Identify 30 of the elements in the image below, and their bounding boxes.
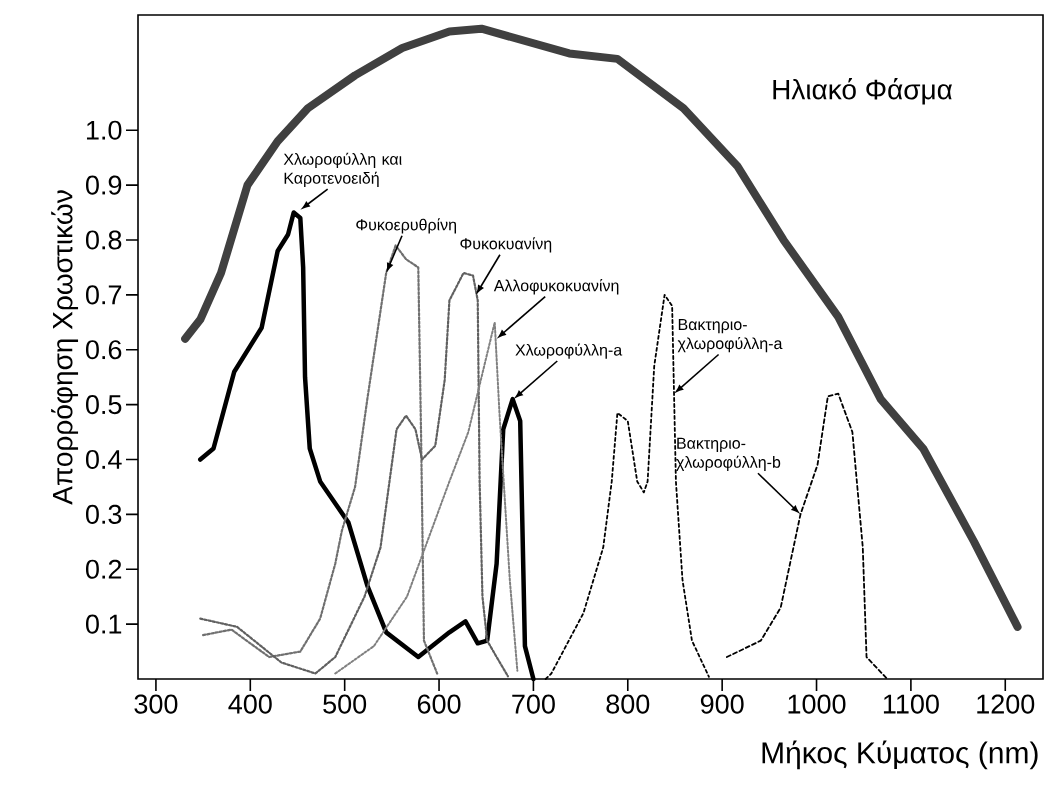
x-tick-label: 300 bbox=[134, 694, 178, 714]
x-tick-label: 900 bbox=[700, 694, 744, 714]
x-tick-label: 1200 bbox=[977, 694, 1035, 714]
annotation: Φυκοερυθρίνη bbox=[356, 218, 456, 234]
annotation: Αλλοφυκοκυανίνη bbox=[493, 279, 619, 295]
y-tick-label: 0.8 bbox=[85, 230, 122, 250]
x-tick-label: 800 bbox=[606, 694, 650, 714]
y-tick-label: 0.3 bbox=[85, 504, 122, 524]
y-tick-label: 0.7 bbox=[85, 285, 122, 305]
annotation: Χλωροφύλλη και Καροτενοειδή bbox=[283, 152, 402, 187]
x-tick-label: 400 bbox=[228, 694, 272, 714]
annotation: Χλωροφύλλη-a bbox=[515, 343, 623, 359]
y-tick-label: 0.1 bbox=[85, 614, 122, 634]
y-tick-label: 0.4 bbox=[85, 449, 122, 470]
annotation: Βακτηριο-χλωροφύλλη-a bbox=[677, 318, 783, 353]
annotation: Φυκοκυανίνη bbox=[460, 237, 552, 253]
annotation: Ηλιακό Φάσμα bbox=[773, 78, 953, 105]
y-tick-label: 0.5 bbox=[85, 395, 122, 415]
x-tick-label: 1000 bbox=[788, 694, 846, 714]
x-tick-label: 600 bbox=[417, 694, 461, 714]
y-tick-label: 1.0 bbox=[86, 120, 122, 140]
y-tick-label: 0.9 bbox=[85, 175, 122, 195]
annotation: Βακτηριο-χλωροφύλλη-b bbox=[676, 437, 781, 472]
y-tick-label: 0.2 bbox=[85, 559, 122, 579]
x-tick-label: 700 bbox=[512, 694, 555, 714]
y-axis-title: Απορρόφηση Χρωστικών bbox=[51, 190, 79, 505]
y-tick-label: 0.6 bbox=[85, 340, 122, 360]
x-axis-title: Μήκος Κύματος (nm) bbox=[762, 740, 1038, 770]
x-tick-label: 1100 bbox=[883, 694, 939, 714]
x-tick-label: 500 bbox=[323, 694, 367, 714]
